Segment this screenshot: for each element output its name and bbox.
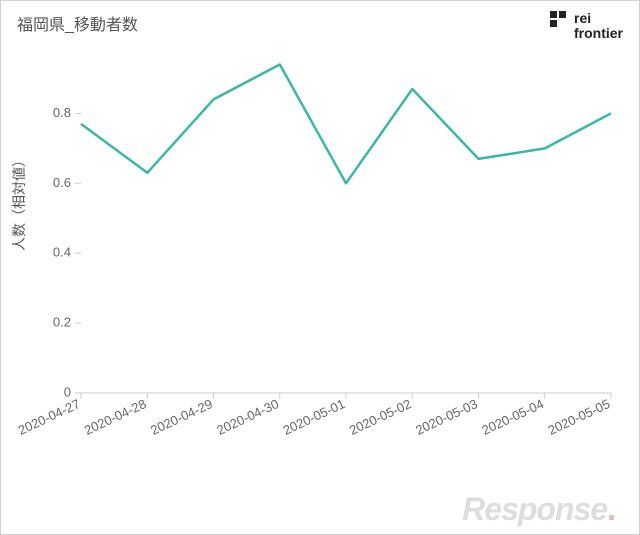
series-line: [81, 65, 611, 184]
chart-title: 福岡県_移動者数: [17, 11, 138, 35]
svg-text:2020-05-03: 2020-05-03: [413, 396, 480, 438]
y-axis-title: 人数（相対値）: [9, 153, 29, 251]
brand-line2: frontier: [574, 25, 623, 41]
watermark: Response.: [462, 491, 615, 528]
svg-text:0.6: 0.6: [53, 175, 71, 190]
brand-text: rei frontier: [574, 11, 623, 40]
svg-text:0.2: 0.2: [53, 315, 71, 330]
watermark-dot: .: [607, 491, 615, 527]
header-row: 福岡県_移動者数 rei frontier: [1, 1, 639, 42]
brand-mark-icon: [550, 11, 566, 41]
svg-text:2020-05-01: 2020-05-01: [281, 396, 348, 438]
brand-logo: rei frontier: [550, 11, 623, 42]
svg-text:2020-05-04: 2020-05-04: [479, 396, 546, 438]
svg-text:2020-05-05: 2020-05-05: [546, 396, 613, 438]
svg-text:0.8: 0.8: [53, 105, 71, 120]
watermark-text: Response: [462, 491, 607, 527]
svg-text:2020-04-27: 2020-04-27: [16, 396, 83, 438]
brand-line1: rei: [574, 10, 591, 26]
svg-text:0: 0: [64, 384, 71, 399]
plot-svg: 00.20.40.60.8 2020-04-272020-04-282020-0…: [71, 51, 621, 451]
plot-area: 00.20.40.60.8 2020-04-272020-04-282020-0…: [71, 51, 621, 451]
chart-frame: 福岡県_移動者数 rei frontier 人数（相対値） 00.20.40.6…: [0, 0, 640, 535]
svg-text:2020-04-30: 2020-04-30: [214, 396, 281, 438]
svg-text:2020-04-28: 2020-04-28: [82, 396, 149, 438]
svg-text:0.4: 0.4: [53, 245, 71, 260]
svg-text:2020-04-29: 2020-04-29: [148, 396, 215, 438]
svg-text:2020-05-02: 2020-05-02: [347, 396, 414, 438]
